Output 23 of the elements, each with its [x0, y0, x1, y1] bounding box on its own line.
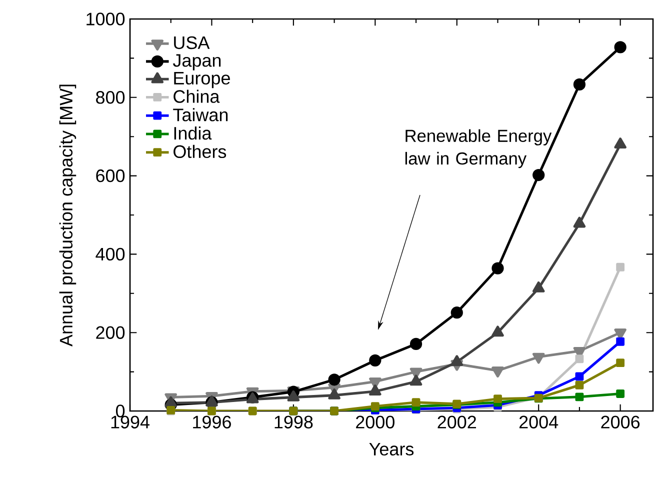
y-tick-label: 600	[96, 169, 125, 182]
x-tick-label: 2006	[601, 416, 640, 428]
y-tick-label: 200	[96, 326, 125, 339]
legend-label: Others	[174, 144, 226, 158]
x-tick-label: 2002	[438, 416, 476, 428]
legend-label: Japan	[172, 54, 221, 70]
y-tick-label: 800	[96, 91, 125, 104]
legend-label: USA	[174, 36, 210, 50]
x-tick-label: 1998	[274, 416, 313, 428]
annotation: Renewable Energy law in Germany	[405, 129, 552, 168]
legend-label: India	[174, 126, 212, 140]
legend-label: Taiwan	[173, 108, 228, 122]
x-tick-label: 2000	[356, 416, 394, 428]
y-axis-title: Annual production capacity [MW]	[59, 84, 76, 347]
y-tick-label: 1000	[86, 12, 125, 26]
legend-label: Europe	[174, 72, 230, 88]
y-tick-label: 400	[96, 248, 125, 261]
x-axis-title: Years	[369, 442, 414, 456]
y-tick-label: 0	[116, 404, 125, 418]
x-tick-label: 1996	[193, 416, 231, 428]
x-tick-label: 1994	[111, 416, 150, 428]
x-tick-label: 2004	[519, 416, 558, 428]
legend-label: China	[174, 90, 220, 103]
